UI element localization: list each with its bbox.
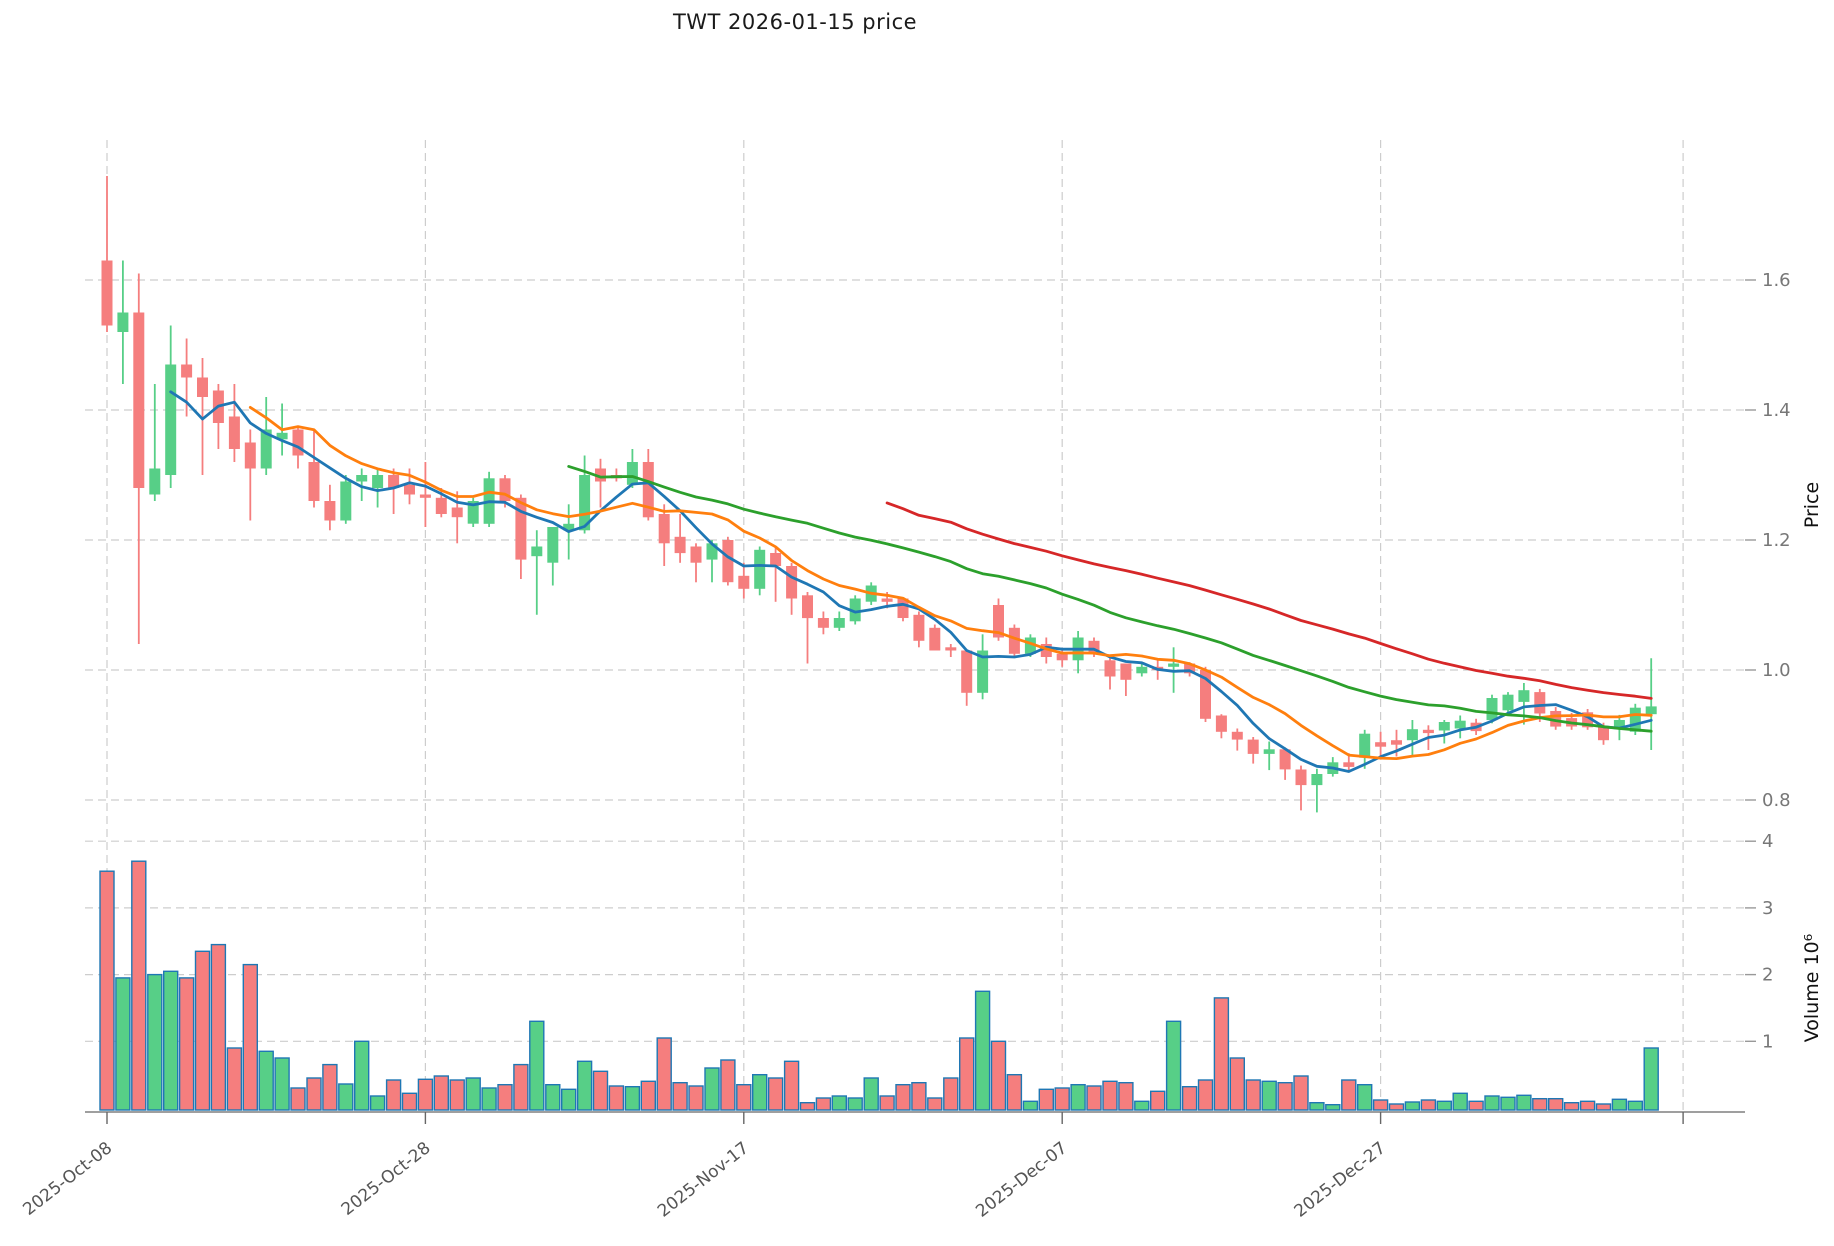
- svg-text:1: 1: [1762, 1031, 1773, 1052]
- svg-text:1.4: 1.4: [1762, 400, 1791, 421]
- svg-text:2025-Nov-17: 2025-Nov-17: [654, 1138, 753, 1221]
- svg-text:1.0: 1.0: [1762, 660, 1791, 681]
- svg-text:2: 2: [1762, 965, 1773, 986]
- svg-text:0.8: 0.8: [1762, 790, 1791, 811]
- volume-axis-title: Volume 10⁶: [1801, 933, 1823, 1043]
- svg-text:3: 3: [1762, 898, 1773, 919]
- chart-title: TWT 2026-01-15 price: [672, 10, 918, 34]
- svg-text:2025-Dec-27: 2025-Dec-27: [1291, 1138, 1390, 1222]
- svg-text:1.2: 1.2: [1762, 530, 1791, 551]
- svg-text:2025-Oct-08: 2025-Oct-08: [19, 1138, 116, 1220]
- price-axis-title: Price: [1801, 481, 1823, 529]
- svg-text:2025-Oct-28: 2025-Oct-28: [338, 1138, 435, 1220]
- svg-text:2025-Dec-07: 2025-Dec-07: [972, 1138, 1071, 1222]
- svg-text:1.6: 1.6: [1762, 270, 1791, 291]
- svg-text:4: 4: [1762, 831, 1773, 852]
